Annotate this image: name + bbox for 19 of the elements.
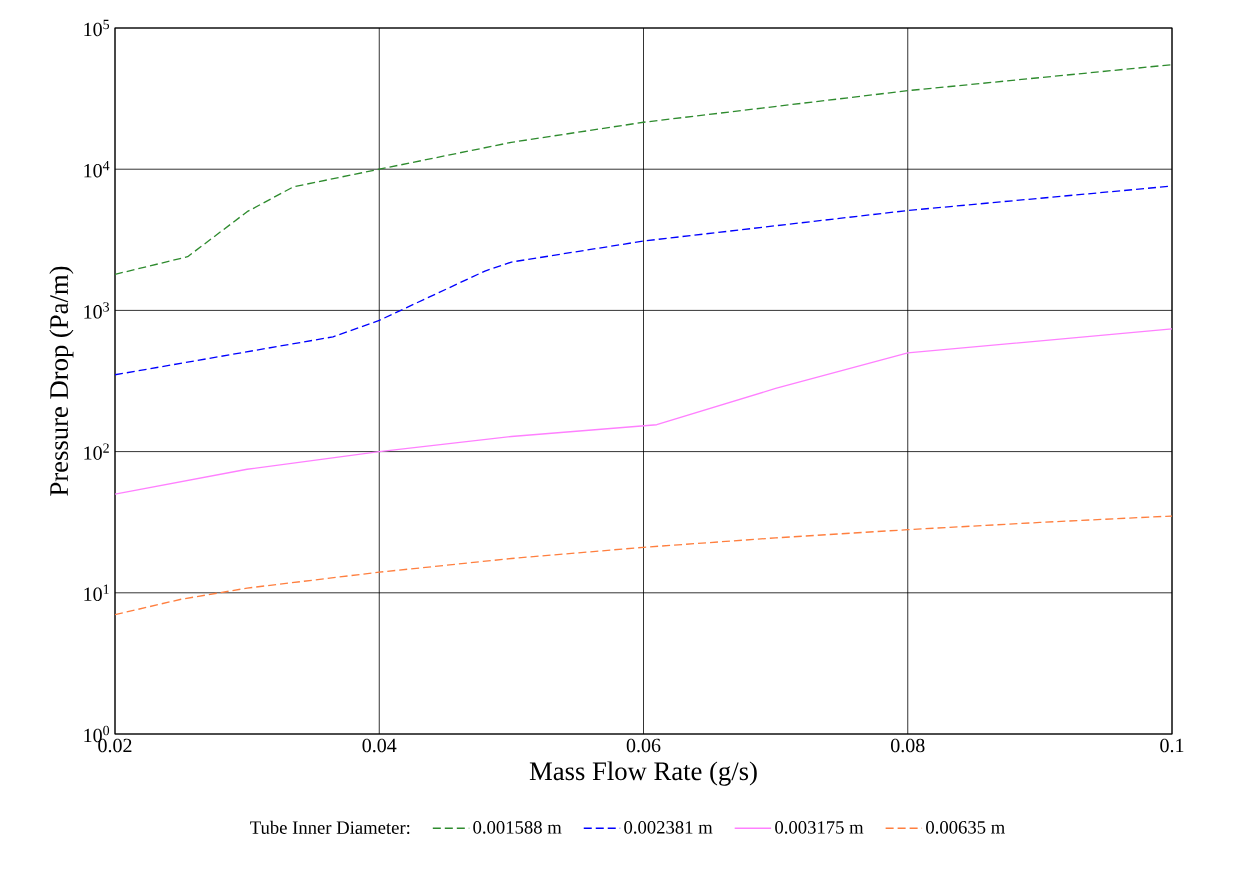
legend-label: 0.001588 m xyxy=(473,821,562,834)
x-tick-label: 0.06 xyxy=(626,738,661,753)
y-tick-label: 10$^{2}$ xyxy=(84,443,109,460)
line-series xyxy=(115,64,1173,276)
legend-title: Tube Inner Diameter: xyxy=(250,820,410,835)
y-tick-label: 10$^{5}$ xyxy=(84,19,110,37)
legend-label: 0.003175 m xyxy=(775,821,864,834)
y-axis-title: Pressure Drop (Pa/m) xyxy=(49,266,74,496)
line-series xyxy=(115,515,1173,616)
legend-label: 0.00635 m xyxy=(926,821,1005,834)
y-tick-label: 10$^{3}$ xyxy=(84,302,110,319)
x-tick-label: 0.1 xyxy=(1160,738,1184,753)
line-series xyxy=(115,328,1173,495)
x-axis-title: Mass Flow Rate (g/s) xyxy=(529,761,757,786)
y-tick-label: 10$^{4}$ xyxy=(84,161,110,178)
x-tick-label: 0.08 xyxy=(891,738,925,753)
y-tick-label: 10$^{1}$ xyxy=(84,584,109,601)
legend-label: 0.002381 m xyxy=(624,821,713,834)
x-tick-label: 0.04 xyxy=(362,738,397,753)
